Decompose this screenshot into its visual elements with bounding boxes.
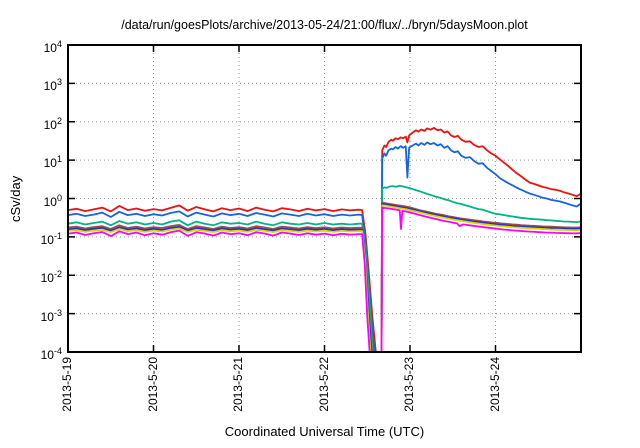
series-5-royal-blue <box>68 203 581 352</box>
x-tick-label: 2013-5-23 <box>402 357 416 412</box>
series-7-magenta <box>68 206 581 352</box>
series-3-teal <box>68 184 581 352</box>
series-lines <box>68 127 581 352</box>
y-tick-label: 100 <box>43 192 62 209</box>
y-tick-label: 10-2 <box>40 269 62 286</box>
y-tick-label: 10-3 <box>40 307 62 324</box>
x-tick-label: 2013-5-19 <box>60 357 74 412</box>
series-1-red <box>68 127 581 352</box>
x-tick-label: 2013-5-22 <box>316 357 331 412</box>
y-tick-label: 103 <box>43 77 62 94</box>
y-tick-label: 104 <box>43 39 62 55</box>
x-tick-label: 2013-5-21 <box>231 357 245 412</box>
series-4-brown <box>68 201 581 352</box>
y-tick-label: 10-1 <box>40 230 62 247</box>
x-axis-label: Coordinated Universal Time (UTC) <box>224 424 425 439</box>
x-tick-label: 2013-5-24 <box>487 357 502 412</box>
series-2-blue <box>68 141 581 352</box>
y-tick-label: 10-4 <box>40 346 62 362</box>
y-tick-label: 101 <box>43 154 62 171</box>
x-tick-label: 2013-5-20 <box>145 357 160 412</box>
y-tick-label: 102 <box>43 115 62 132</box>
series-6-yellow <box>68 204 581 352</box>
plot-title: /data/run/goesPlots/archive/2013-05-24/2… <box>121 18 528 32</box>
